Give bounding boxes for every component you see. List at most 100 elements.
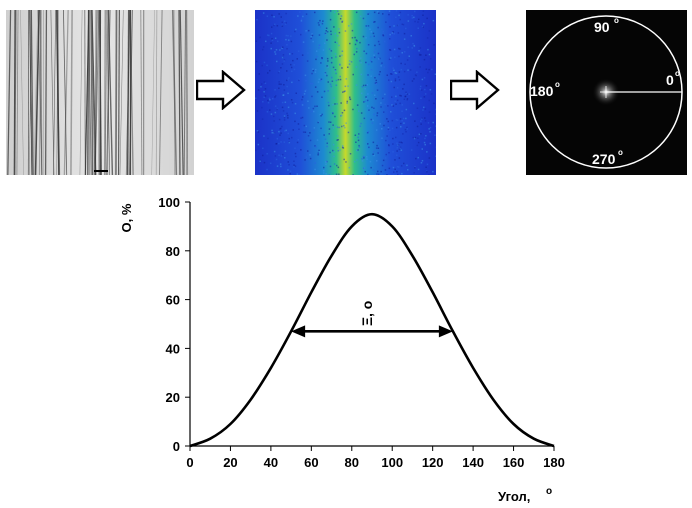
fft-speckle <box>385 21 387 23</box>
fft-speckle <box>281 56 284 59</box>
fft-speckle <box>356 104 359 106</box>
fft-speckle <box>372 153 374 155</box>
fft-speckle <box>422 14 424 16</box>
fft-speckle <box>328 48 331 50</box>
fft-speckle <box>416 125 419 128</box>
fft-speckle <box>391 119 394 122</box>
fft-speckle <box>271 14 273 16</box>
fft-speckle <box>420 54 422 56</box>
fft-speckle <box>361 160 364 162</box>
fft-speckle <box>424 117 426 119</box>
fft-speckle <box>307 150 309 152</box>
fft-speckle <box>279 128 281 130</box>
fft-speckle <box>408 55 410 57</box>
fft-speckle <box>300 20 303 22</box>
fft-speckle <box>373 154 375 157</box>
fft-speckle <box>339 55 341 57</box>
fft-speckle <box>418 133 421 136</box>
fft-speckle <box>373 21 375 23</box>
fft-speckle <box>428 174 430 175</box>
fft-speckle <box>370 118 372 121</box>
y-tick-label: 20 <box>166 390 180 405</box>
fft-speckle <box>355 66 358 68</box>
fft-speckle <box>425 85 428 87</box>
fft-speckle <box>410 149 413 151</box>
fft-speckle <box>367 74 369 76</box>
fft-speckle <box>336 42 338 44</box>
fft-speckle <box>365 97 368 100</box>
fft-speckle <box>429 142 432 145</box>
fft-speckle <box>323 172 325 174</box>
fft-speckle <box>343 158 345 161</box>
degree-mark-270: o <box>618 148 623 157</box>
annotation-arrowhead-right <box>438 325 453 338</box>
fft-speckle <box>311 82 314 85</box>
fft-speckle <box>428 53 431 56</box>
fft-speckle <box>292 129 294 131</box>
fft-speckle <box>280 67 282 69</box>
fft-speckle <box>416 71 418 73</box>
fft-speckle <box>294 112 296 115</box>
fft-speckle <box>394 100 396 103</box>
fiber-line <box>119 10 124 175</box>
fft-speckle <box>407 169 409 171</box>
x-tick-label: 80 <box>345 455 359 470</box>
fft-speckle <box>432 19 435 22</box>
fft-speckle <box>301 116 304 119</box>
x-axis-label: Угол, <box>498 489 530 504</box>
fft-speckle <box>381 173 383 175</box>
fiber-line <box>70 10 73 175</box>
fft-speckle <box>261 64 263 67</box>
fft-speckle <box>294 165 297 167</box>
fft-speckle <box>359 60 361 62</box>
fft-speckle <box>315 146 317 148</box>
fft-speckle <box>335 79 338 82</box>
fft-speckle <box>263 91 265 93</box>
fft-speckle <box>383 98 385 101</box>
fft-speckle <box>368 146 370 149</box>
fft-speckle <box>378 23 380 25</box>
fft-speckle <box>307 100 309 102</box>
fft-speckle <box>406 126 408 129</box>
fft-speckle <box>427 122 430 124</box>
fft-speckle <box>305 125 307 128</box>
fft-speckle <box>296 58 298 60</box>
fft-speckle <box>383 40 386 43</box>
fft-speckle <box>402 88 404 90</box>
fft-speckle <box>264 82 267 85</box>
fft-speckle <box>373 54 375 56</box>
fft-speckle <box>294 120 296 123</box>
fft-speckle <box>332 124 334 126</box>
fft-speckle <box>394 56 396 58</box>
fft-speckle <box>318 78 320 81</box>
fft-speckle <box>313 127 316 129</box>
fft-speckle <box>412 42 414 45</box>
fft-speckle <box>421 117 423 119</box>
fiber-line <box>20 10 24 175</box>
fft-speckle <box>270 32 273 35</box>
fft-speckle <box>334 103 336 105</box>
fft-speckle <box>319 26 321 28</box>
fft-speckle <box>269 109 271 111</box>
fft-speckle <box>326 74 328 77</box>
fiber-line <box>30 10 34 175</box>
fft-speckle <box>263 96 265 98</box>
fft-speckle <box>327 90 329 92</box>
fiber-line <box>56 10 59 175</box>
fft-speckle <box>364 88 366 90</box>
fft-speckle <box>329 18 332 21</box>
fft-speckle <box>264 95 267 97</box>
fft-speckle <box>266 15 269 17</box>
fft-speckle <box>297 50 300 52</box>
fiber-line <box>50 10 55 175</box>
fft-speckle <box>300 149 302 151</box>
fiber-line <box>140 10 143 175</box>
fft-speckle <box>298 78 300 81</box>
fft-speckle <box>302 41 305 43</box>
fft-speckle <box>360 92 363 95</box>
fft-speckle <box>335 56 337 58</box>
fft-speckle <box>270 47 272 50</box>
fft-speckle <box>389 38 391 40</box>
fft-speckle <box>400 68 403 71</box>
fft-speckle <box>382 31 385 33</box>
